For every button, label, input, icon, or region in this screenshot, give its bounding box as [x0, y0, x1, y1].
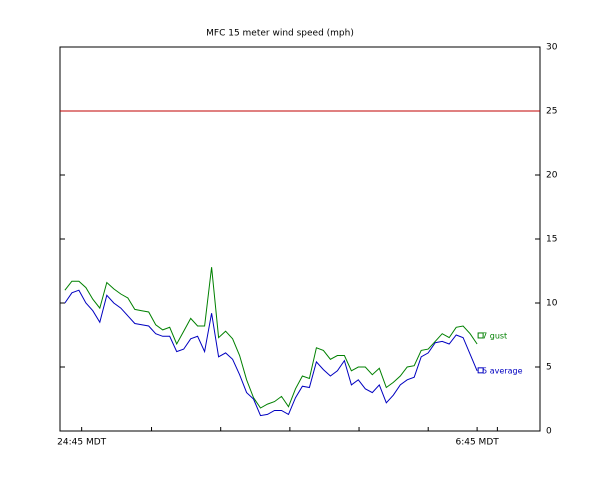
x-tick-label: 24:45 MDT: [57, 438, 106, 448]
series-line: [64, 289, 478, 417]
end-marker: [477, 332, 484, 339]
end-marker: [477, 367, 484, 374]
y-tick-label: 25: [546, 107, 557, 117]
y-tick-label: 30: [546, 43, 558, 53]
x-tick-label: 6:45 MDT: [455, 438, 499, 448]
y-tick-label: 10: [546, 299, 558, 309]
y-tick-label: 0: [546, 427, 552, 437]
plot-frame: [59, 46, 541, 432]
series-line: [64, 267, 478, 409]
y-tick-label: 20: [546, 171, 558, 181]
chart-title: MFC 15 meter wind speed (mph): [206, 29, 354, 39]
y-tick-label: 5: [546, 363, 552, 373]
y-tick-label: 15: [546, 235, 557, 245]
end-label: 7 gust: [482, 331, 507, 340]
end-label: 5 average: [482, 366, 522, 375]
